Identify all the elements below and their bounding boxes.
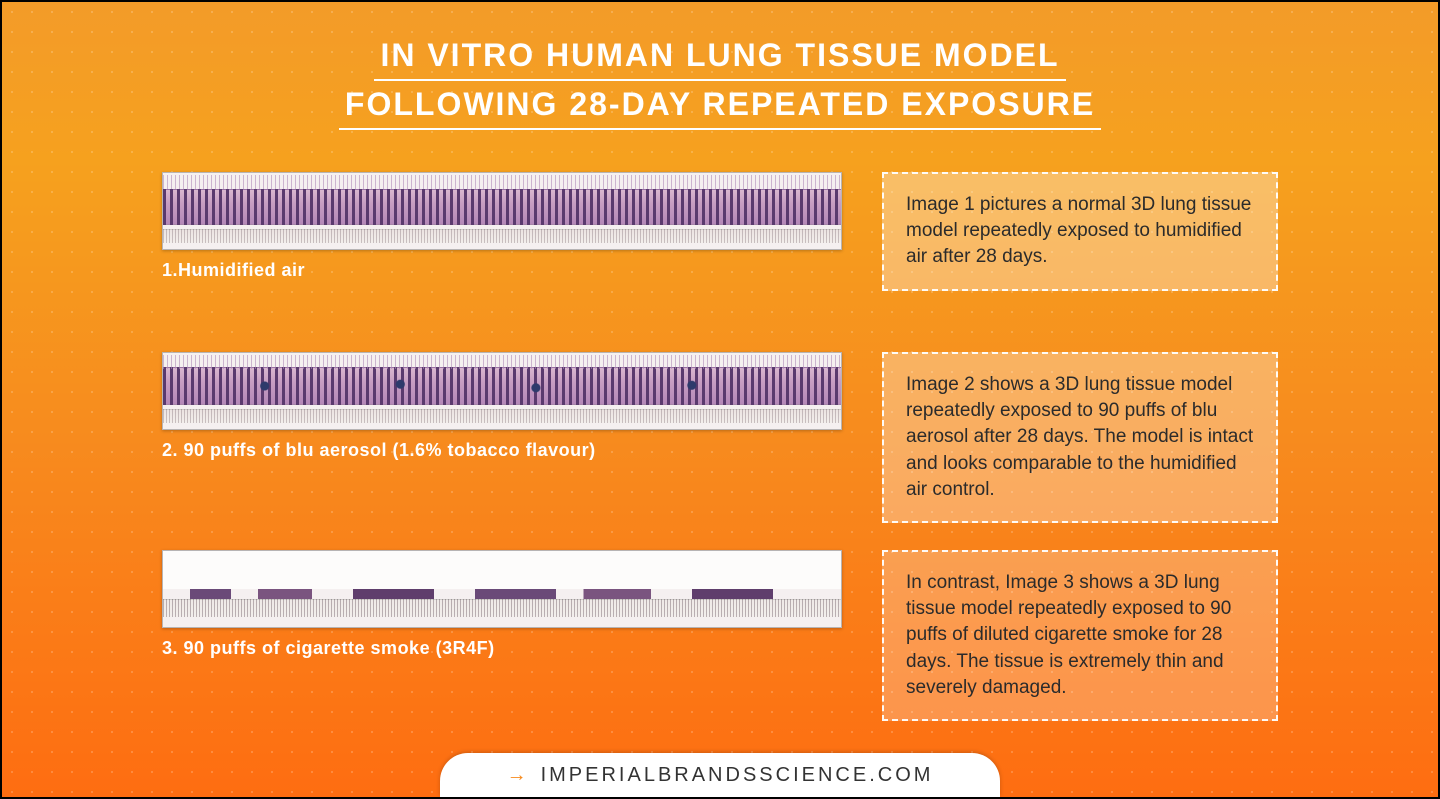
arrow-right-icon: → [507, 764, 527, 787]
tissue-2-membrane [163, 409, 841, 423]
panel-2-caption: 2. 90 puffs of blu aerosol (1.6% tobacco… [162, 440, 842, 461]
tissue-image-3 [162, 550, 842, 628]
panel-1-description-text: Image 1 pictures a normal 3D lung tissue… [906, 192, 1254, 271]
panel-1-description: Image 1 pictures a normal 3D lung tissue… [882, 172, 1278, 291]
panel-2-desc-col: Image 2 shows a 3D lung tissue model rep… [882, 352, 1278, 523]
panel-2-description-text: Image 2 shows a 3D lung tissue model rep… [906, 372, 1254, 503]
footer-tab: → IMPERIALBRANDSSCIENCE.COM [440, 753, 1000, 797]
tissue-3-whitespace [163, 551, 841, 589]
panel-row-1: 1.Humidified air Image 1 pictures a norm… [162, 172, 1278, 291]
panel-3-description: In contrast, Image 3 shows a 3D lung tis… [882, 550, 1278, 721]
panel-3-desc-col: In contrast, Image 3 shows a 3D lung tis… [882, 550, 1278, 721]
panel-2-description: Image 2 shows a 3D lung tissue model rep… [882, 352, 1278, 523]
title-line-1: IN VITRO HUMAN LUNG TISSUE MODEL [374, 34, 1065, 81]
outer-frame: IN VITRO HUMAN LUNG TISSUE MODEL FOLLOWI… [0, 0, 1440, 799]
footer-url[interactable]: IMPERIALBRANDSSCIENCE.COM [541, 764, 934, 787]
panel-1-desc-col: Image 1 pictures a normal 3D lung tissue… [882, 172, 1278, 291]
panel-3-image-col: 3. 90 puffs of cigarette smoke (3R4F) [162, 550, 842, 721]
tissue-image-2 [162, 352, 842, 430]
panel-3-description-text: In contrast, Image 3 shows a 3D lung tis… [906, 570, 1254, 701]
panel-3-caption: 3. 90 puffs of cigarette smoke (3R4F) [162, 638, 842, 659]
panel-row-2: 2. 90 puffs of blu aerosol (1.6% tobacco… [162, 352, 1278, 523]
panel-1-image-col: 1.Humidified air [162, 172, 842, 291]
tissue-image-1 [162, 172, 842, 250]
panel-1-caption: 1.Humidified air [162, 260, 842, 281]
tissue-3-membrane [163, 599, 841, 617]
tissue-1-membrane [163, 229, 841, 243]
infographic-canvas: IN VITRO HUMAN LUNG TISSUE MODEL FOLLOWI… [2, 2, 1438, 797]
panel-row-3: 3. 90 puffs of cigarette smoke (3R4F) In… [162, 550, 1278, 721]
title: IN VITRO HUMAN LUNG TISSUE MODEL FOLLOWI… [2, 34, 1438, 130]
panel-2-image-col: 2. 90 puffs of blu aerosol (1.6% tobacco… [162, 352, 842, 523]
title-line-2: FOLLOWING 28-DAY REPEATED EXPOSURE [339, 83, 1101, 130]
